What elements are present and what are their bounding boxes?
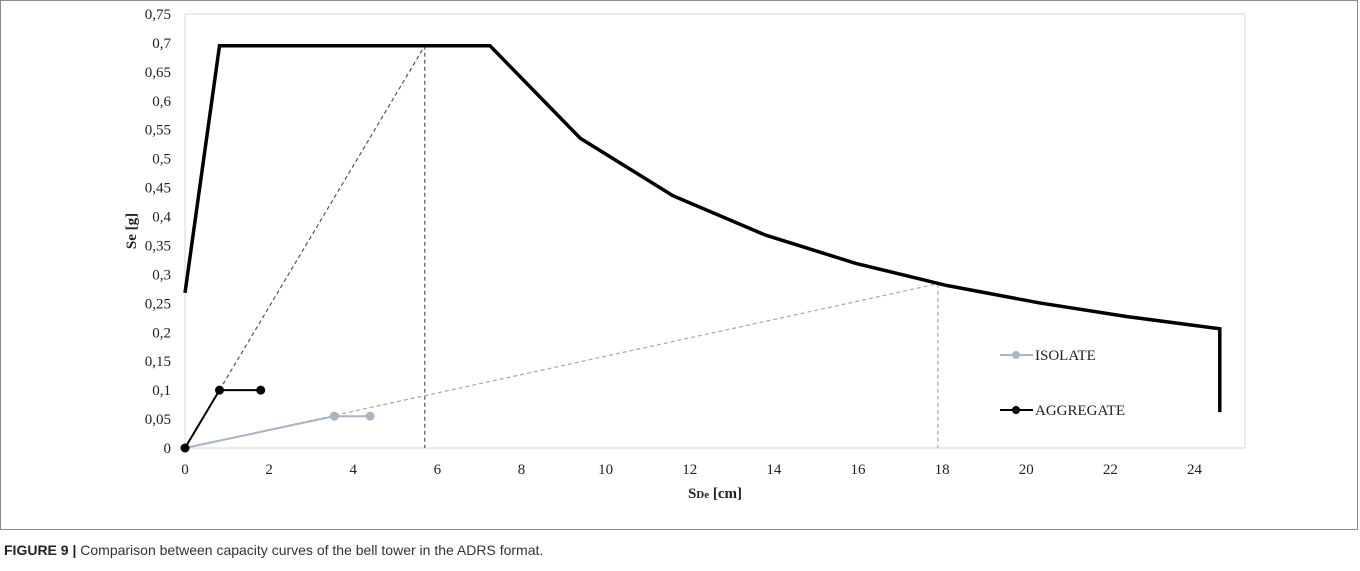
caption-text: Comparison between capacity curves of th… — [76, 542, 544, 558]
x-tick-label: 4 — [350, 462, 358, 478]
x-tick-label: 8 — [518, 462, 526, 478]
series-point-aggregate — [214, 385, 224, 395]
capacity-chart: 0 0,05 0,1 0,15 0,2 0,25 0,3 0,35 0,4 0,45 0,5 0,55… — [124, 7, 1246, 502]
y-tick-label: 0,2 — [152, 325, 171, 341]
series-point-isolate — [365, 411, 375, 421]
plot-area-border — [184, 13, 1246, 449]
legend-item-aggregate: AGGREGATE — [1000, 403, 1125, 419]
x-tick-label: 18 — [935, 462, 950, 478]
series-point-aggregate — [256, 385, 266, 395]
y-tick-label: 0 — [164, 441, 172, 457]
y-tick-label: 0,5 — [152, 152, 171, 168]
y-tick-label: 0,25 — [145, 296, 171, 312]
guide-line-1 — [218, 45, 426, 391]
y-tick-label: 0,3 — [152, 267, 171, 283]
legend-label-aggregate: AGGREGATE — [1035, 403, 1125, 419]
x-tick-label: 22 — [1103, 462, 1118, 478]
y-axis-title: Se [g] — [124, 213, 140, 249]
x-axis-title-unit: [cm] — [709, 486, 742, 502]
y-tick-label: 0,65 — [145, 65, 171, 81]
y-tick-label: 0,1 — [152, 383, 171, 399]
x-axis-ticks: 0 2 4 6 8 10 12 14 16 18 20 22 24 — [181, 462, 1202, 478]
legend-label-isolate: ISOLATE — [1035, 348, 1096, 364]
y-tick-label: 0,6 — [152, 94, 171, 110]
x-tick-label: 14 — [766, 462, 782, 478]
x-axis-title-sub: De — [696, 489, 709, 501]
series-line-isolate — [184, 415, 371, 449]
y-tick-label: 0,05 — [145, 412, 171, 428]
x-tick-label: 24 — [1187, 462, 1203, 478]
legend: ISOLATE AGGREGATE — [1000, 348, 1125, 419]
legend-marker-aggregate — [1012, 406, 1020, 414]
x-tick-label: 12 — [682, 462, 697, 478]
y-tick-label: 0,75 — [145, 7, 171, 23]
markers — [180, 385, 375, 453]
x-axis-title: SDe [cm] — [688, 486, 742, 502]
guide-lines — [184, 45, 939, 449]
x-axis-title-main: S — [688, 486, 696, 502]
y-tick-label: 0,4 — [152, 210, 171, 226]
spectrum-curve — [183, 44, 1222, 413]
y-tick-label: 0,45 — [145, 181, 171, 197]
x-tick-label: 2 — [265, 462, 273, 478]
x-tick-label: 0 — [181, 462, 189, 478]
figure-caption: FIGURE 9 | Comparison between capacity c… — [4, 542, 1354, 558]
y-axis-ticks: 0 0,05 0,1 0,15 0,2 0,25 0,3 0,35 0,4 0,45 0,5 0,55… — [145, 7, 172, 457]
x-tick-label: 10 — [598, 462, 613, 478]
y-tick-label: 0,35 — [145, 238, 171, 254]
curves — [183, 44, 1222, 449]
x-tick-label: 16 — [851, 462, 867, 478]
y-tick-label: 0,15 — [145, 354, 171, 370]
x-tick-label: 20 — [1019, 462, 1034, 478]
x-tick-label: 6 — [434, 462, 442, 478]
y-tick-label: 0,7 — [152, 36, 171, 52]
legend-marker-isolate — [1012, 351, 1020, 359]
legend-item-isolate: ISOLATE — [1000, 348, 1096, 364]
figure-number: FIGURE 9 | — [4, 542, 77, 558]
series-point-aggregate — [180, 443, 190, 453]
series-point-isolate — [329, 411, 339, 421]
figure-frame: 0 0,05 0,1 0,15 0,2 0,25 0,3 0,35 0,4 0,45 0,5 0,55… — [0, 0, 1358, 530]
y-tick-label: 0,55 — [145, 123, 171, 139]
